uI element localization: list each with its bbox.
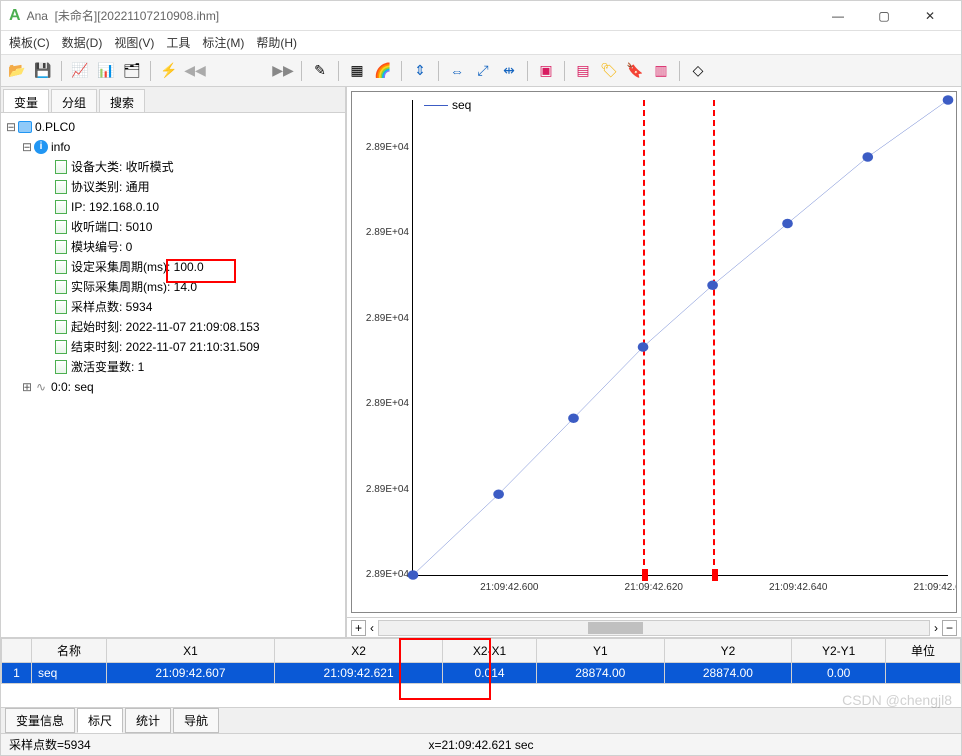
tag1-icon[interactable]: 🏷 bbox=[597, 59, 621, 83]
titlebar: A Ana [未命名][20221107210908.ihm] — ▢ ✕ bbox=[1, 1, 961, 31]
add-button[interactable]: + bbox=[351, 620, 366, 636]
window-title: Ana [未命名][20221107210908.ihm] bbox=[27, 7, 815, 24]
chart3-icon[interactable]: 🗂 bbox=[120, 59, 144, 83]
col-x1[interactable]: X1 bbox=[106, 639, 274, 663]
menu-view[interactable]: 视图(V) bbox=[114, 34, 154, 51]
y-tick: 2.89E+04 bbox=[355, 227, 409, 238]
edit-icon[interactable]: ✎ bbox=[308, 59, 332, 83]
x-tick: 21:09:42.600 bbox=[480, 582, 538, 593]
save-icon[interactable]: 💾 bbox=[31, 59, 55, 83]
scroll-right-icon[interactable]: › bbox=[934, 621, 938, 635]
menu-help[interactable]: 帮助(H) bbox=[256, 34, 297, 51]
tree-item[interactable]: 结束时刻: 2022-11-07 21:10:31.509 bbox=[71, 337, 260, 357]
menu-tools[interactable]: 工具 bbox=[166, 34, 190, 51]
col-y2[interactable]: Y2 bbox=[664, 639, 792, 663]
tag2-icon[interactable]: 🔖 bbox=[623, 59, 647, 83]
tab-nav[interactable]: 导航 bbox=[173, 708, 219, 733]
tool-a-icon[interactable]: ▣ bbox=[534, 59, 558, 83]
minus-button[interactable]: − bbox=[942, 620, 957, 636]
col-dy[interactable]: Y2-Y1 bbox=[792, 639, 886, 663]
tab-stats[interactable]: 统计 bbox=[125, 708, 171, 733]
y-tick: 2.89E+04 bbox=[355, 142, 409, 153]
chart-line bbox=[413, 100, 948, 575]
tree-item[interactable]: 起始时刻: 2022-11-07 21:09:08.153 bbox=[71, 317, 260, 337]
menu-annotate[interactable]: 标注(M) bbox=[202, 34, 244, 51]
fit-icon[interactable]: ⤢ bbox=[471, 59, 495, 83]
color-icon[interactable]: 🌈 bbox=[371, 59, 395, 83]
vzoom-icon[interactable]: ⇕ bbox=[408, 59, 432, 83]
y-tick: 2.89E+04 bbox=[355, 398, 409, 409]
y-tick: 2.89E+04 bbox=[355, 313, 409, 324]
tree-item[interactable]: 采样点数: 5934 bbox=[71, 297, 152, 317]
data-table: 名称 X1 X2 X2-X1 Y1 Y2 Y2-Y1 单位 1 seq 21:0… bbox=[1, 637, 961, 707]
tool-c-icon[interactable]: ▥ bbox=[649, 59, 673, 83]
x-tick: 21:09:42.620 bbox=[625, 582, 683, 593]
grid-icon[interactable]: ▦ bbox=[345, 59, 369, 83]
chart-panel: seq 2.89E+04 2.89E+04 2.89E+04 2.89E+04 … bbox=[346, 87, 961, 637]
menu-data[interactable]: 数据(D) bbox=[62, 34, 103, 51]
tab-varinfo[interactable]: 变量信息 bbox=[5, 708, 75, 733]
col-name[interactable]: 名称 bbox=[32, 639, 107, 663]
tree-item[interactable]: 设备大类: 收听模式 bbox=[71, 157, 174, 177]
status-right: x=21:09:42.621 sec bbox=[428, 738, 533, 752]
tab-groups[interactable]: 分组 bbox=[51, 89, 97, 112]
y-tick: 2.89E+04 bbox=[355, 484, 409, 495]
close-button[interactable]: ✕ bbox=[907, 1, 953, 31]
menu-template[interactable]: 模板(C) bbox=[9, 34, 50, 51]
tab-variables[interactable]: 变量 bbox=[3, 89, 49, 112]
left-tabs: 变量 分组 搜索 bbox=[1, 87, 345, 113]
scroll-left-icon[interactable]: ‹ bbox=[370, 621, 374, 635]
tree-item[interactable]: 协议类别: 通用 bbox=[71, 177, 150, 197]
chart1-icon[interactable]: 📈 bbox=[68, 59, 92, 83]
tree-item[interactable]: 模块编号: 0 bbox=[71, 237, 132, 257]
tool-b-icon[interactable]: ▤ bbox=[571, 59, 595, 83]
col-unit[interactable]: 单位 bbox=[886, 639, 961, 663]
tree-item[interactable]: 设定采集周期(ms): 100.0 bbox=[71, 257, 204, 277]
table-row[interactable]: 1 seq 21:09:42.607 21:09:42.621 0.014 28… bbox=[2, 663, 961, 684]
tree-var[interactable]: 0:0: seq bbox=[51, 377, 94, 397]
menubar: 模板(C) 数据(D) 视图(V) 工具 标注(M) 帮助(H) bbox=[1, 31, 961, 55]
col-idx bbox=[2, 639, 32, 663]
maximize-button[interactable]: ▢ bbox=[861, 1, 907, 31]
chart2-icon[interactable]: 📊 bbox=[94, 59, 118, 83]
tree-root[interactable]: 0.PLC0 bbox=[35, 117, 75, 137]
tree-view[interactable]: ⊟0.PLC0 ⊟iinfo 设备大类: 收听模式 协议类别: 通用 IP: 1… bbox=[1, 113, 345, 637]
app-logo: A bbox=[9, 7, 21, 25]
y-tick: 2.89E+04 bbox=[355, 569, 409, 580]
col-y1[interactable]: Y1 bbox=[536, 639, 664, 663]
statusbar: 采样点数=5934 x=21:09:42.621 sec bbox=[1, 733, 961, 755]
open-icon[interactable]: 📂 bbox=[5, 59, 29, 83]
tree-item[interactable]: IP: 192.168.0.10 bbox=[71, 197, 159, 217]
tree-info[interactable]: info bbox=[51, 137, 70, 157]
toolbar: 📂 💾 📈 📊 🗂 ⚡ ◀◀ ▶▶ ✎ ▦ 🌈 ⇕ ⇔ ⤢ ⇹ ▣ ▤ 🏷 🔖 … bbox=[1, 55, 961, 87]
tree-item[interactable]: 收听端口: 5010 bbox=[71, 217, 152, 237]
x-tick: 21:09:42.660 bbox=[913, 582, 957, 593]
tree-item[interactable]: 实际采集周期(ms): 14.0 bbox=[71, 277, 197, 297]
tab-search[interactable]: 搜索 bbox=[99, 89, 145, 112]
rewind-icon[interactable]: ◀◀ bbox=[183, 59, 207, 83]
tab-ruler[interactable]: 标尺 bbox=[77, 708, 123, 733]
main-area: 变量 分组 搜索 ⊟0.PLC0 ⊟iinfo 设备大类: 收听模式 协议类别:… bbox=[1, 87, 961, 637]
erase-icon[interactable]: ◇ bbox=[686, 59, 710, 83]
bottom-tabs: 变量信息 标尺 统计 导航 bbox=[1, 707, 961, 733]
status-left: 采样点数=5934 bbox=[9, 736, 91, 753]
forward-icon[interactable]: ▶▶ bbox=[271, 59, 295, 83]
cursor-icon[interactable]: ⇹ bbox=[497, 59, 521, 83]
col-x2[interactable]: X2 bbox=[275, 639, 443, 663]
hzoom-icon[interactable]: ⇔ bbox=[445, 59, 469, 83]
x-tick: 21:09:42.640 bbox=[769, 582, 827, 593]
left-panel: 变量 分组 搜索 ⊟0.PLC0 ⊟iinfo 设备大类: 收听模式 协议类别:… bbox=[1, 87, 346, 637]
chart-area[interactable]: seq 2.89E+04 2.89E+04 2.89E+04 2.89E+04 … bbox=[351, 91, 957, 613]
minimize-button[interactable]: — bbox=[815, 1, 861, 31]
col-dx[interactable]: X2-X1 bbox=[443, 639, 537, 663]
refresh-icon[interactable]: ⚡ bbox=[157, 59, 181, 83]
tree-item[interactable]: 激活变量数: 1 bbox=[71, 357, 144, 377]
chart-scrollbar[interactable]: + ‹ › − bbox=[347, 617, 961, 637]
